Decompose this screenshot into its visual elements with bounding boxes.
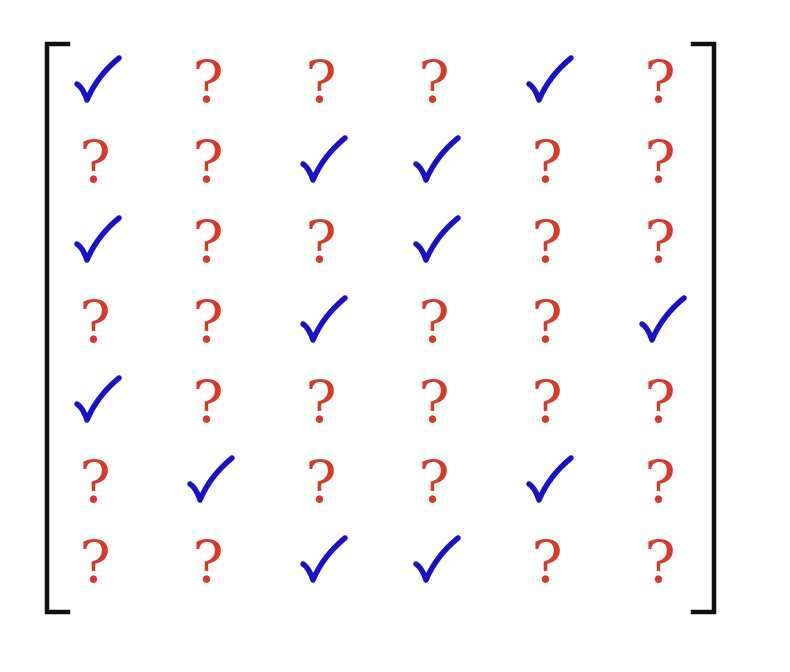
check-icon: [413, 135, 461, 183]
check-icon: [300, 135, 348, 183]
question-mark: ?: [192, 368, 223, 436]
question-mark: ?: [192, 528, 223, 596]
question-mark: ?: [644, 48, 675, 116]
question-mark: ?: [79, 528, 110, 596]
check-icon: [300, 535, 348, 583]
question-mark: ?: [192, 128, 223, 196]
question-mark: ?: [79, 448, 110, 516]
question-mark: ?: [644, 448, 675, 516]
check-icon: [300, 295, 348, 343]
question-mark: ?: [305, 448, 336, 516]
question-mark: ?: [644, 128, 675, 196]
question-mark: ?: [531, 208, 562, 276]
question-mark: ?: [418, 448, 449, 516]
question-mark: ?: [531, 528, 562, 596]
check-icon: [74, 375, 122, 423]
check-icon: [413, 535, 461, 583]
question-mark: ?: [192, 288, 223, 356]
question-mark: ?: [644, 368, 675, 436]
check-icon: [639, 295, 687, 343]
question-mark: ?: [192, 48, 223, 116]
question-mark: ?: [644, 528, 675, 596]
check-icon: [187, 455, 235, 503]
question-mark: ?: [192, 208, 223, 276]
question-mark: ?: [79, 128, 110, 196]
left-bracket: [44, 41, 71, 615]
check-icon: [74, 55, 122, 103]
question-mark: ?: [305, 208, 336, 276]
check-icon: [74, 215, 122, 263]
matrix-cells: ?????????????????????????????: [74, 48, 687, 596]
question-mark: ?: [418, 48, 449, 116]
check-icon: [526, 455, 574, 503]
question-mark: ?: [418, 368, 449, 436]
question-mark: ?: [305, 48, 336, 116]
question-mark: ?: [644, 208, 675, 276]
check-icon: [526, 55, 574, 103]
question-mark: ?: [418, 288, 449, 356]
right-bracket: [690, 41, 717, 615]
question-mark: ?: [531, 288, 562, 356]
question-mark: ?: [79, 288, 110, 356]
check-icon: [413, 215, 461, 263]
question-mark: ?: [305, 368, 336, 436]
question-mark: ?: [531, 128, 562, 196]
question-mark: ?: [531, 368, 562, 436]
